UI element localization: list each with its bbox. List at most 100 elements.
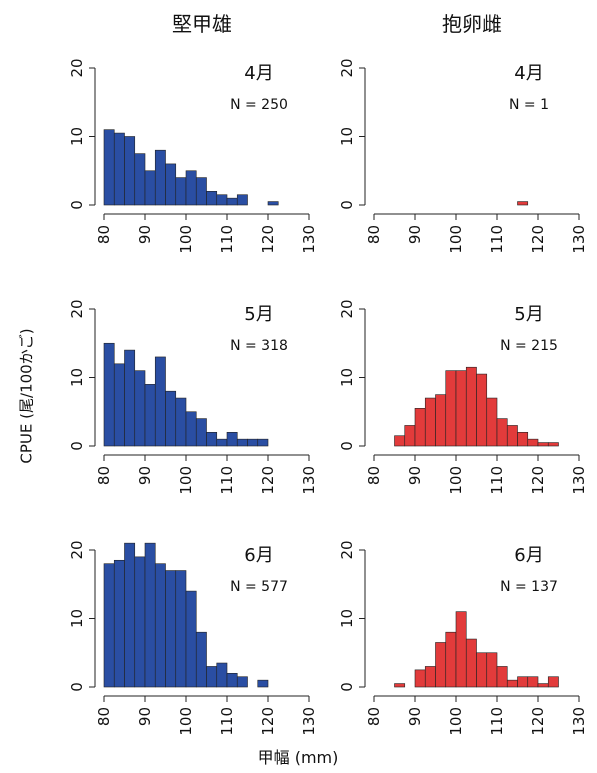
histogram-bar (216, 438, 228, 447)
histogram-bar (465, 366, 477, 447)
y-tick-label: 0 (68, 200, 86, 210)
x-tick-label: 110 (488, 707, 506, 736)
x-tick-label: 90 (406, 466, 424, 485)
histogram-bar (394, 683, 406, 688)
histogram-bar (226, 197, 238, 206)
histogram-bar (496, 418, 508, 447)
month-label: 4月 (514, 63, 543, 84)
x-tick-label: 90 (136, 466, 154, 485)
histogram-bar (414, 408, 426, 447)
x-tick-label: 130 (570, 466, 588, 495)
histogram-bar (236, 438, 248, 447)
histogram-bar (216, 194, 228, 206)
histogram-bar (424, 397, 436, 447)
histogram-bar (394, 435, 406, 447)
histogram-bar (486, 652, 498, 688)
panel-5-ovigerous-female: 80 90 100 110 120 130 0 10 20 5月 N = 215 (338, 299, 588, 494)
histogram-bar (144, 542, 156, 688)
histogram-bar (476, 373, 488, 447)
x-tick-label: 90 (406, 225, 424, 244)
histogram-bar (267, 201, 279, 206)
x-tick-label: 110 (488, 466, 506, 495)
panel-6-ovigerous-female: 80 90 100 110 120 130 0 10 20 6月 N = 137 (338, 540, 588, 735)
histogram-bar (134, 556, 146, 688)
sample-size-label: N = 137 (500, 579, 558, 595)
histogram-bar (226, 672, 238, 688)
y-tick-label: 20 (338, 58, 356, 77)
sample-size-label: N = 318 (230, 338, 288, 354)
x-tick-label: 130 (300, 707, 318, 736)
x-tick-label: 80 (95, 466, 113, 485)
month-label: 5月 (514, 304, 543, 325)
histogram-bar (445, 370, 457, 447)
histogram-bar (195, 418, 207, 447)
x-tick-label: 110 (218, 225, 236, 254)
histogram-bar (465, 638, 477, 688)
x-tick-label: 100 (177, 225, 195, 254)
month-label: 4月 (244, 63, 273, 84)
histogram-bar (206, 431, 218, 447)
histogram-bar (236, 676, 248, 688)
histogram-bar (476, 652, 488, 688)
histogram-bar (206, 666, 218, 688)
panel-6-hard-male: 80 90 100 110 120 130 0 10 20 6月 N = 577 (68, 540, 318, 735)
histogram-bar (185, 590, 197, 688)
histogram-bar (144, 170, 156, 206)
histogram-bar (175, 177, 187, 206)
panel-4-hard-male: 80 90 100 110 120 130 0 10 20 4月 N = 250 (68, 58, 318, 253)
x-tick-label: 130 (300, 466, 318, 495)
histogram-bar (517, 676, 529, 688)
sample-size-label: N = 1 (509, 97, 549, 113)
x-tick-label: 90 (136, 707, 154, 726)
y-tick-label: 0 (68, 682, 86, 692)
histogram-bar (103, 563, 115, 688)
x-tick-label: 120 (259, 225, 277, 254)
histogram-bar (134, 370, 146, 447)
histogram-bar (414, 669, 426, 688)
histogram-bar (404, 425, 416, 447)
x-tick-label: 120 (529, 225, 547, 254)
histogram-bar (537, 442, 549, 447)
histogram-bar (144, 384, 156, 447)
histogram-bar (445, 631, 457, 688)
x-tick-label: 100 (447, 466, 465, 495)
month-label: 6月 (514, 545, 543, 566)
histogram-bar (154, 149, 166, 206)
histogram-bar (506, 679, 518, 688)
column-title-hard-shell-male: 堅甲雄 (172, 12, 232, 36)
x-tick-label: 120 (529, 707, 547, 736)
histogram-bar (134, 153, 146, 206)
histogram-bar (517, 431, 529, 447)
histogram-bar (547, 676, 559, 688)
histogram-bar (124, 542, 136, 688)
y-tick-label: 10 (338, 609, 356, 628)
x-tick-label: 80 (95, 707, 113, 726)
x-tick-label: 80 (365, 707, 383, 726)
x-tick-label: 110 (218, 466, 236, 495)
sample-size-label: N = 250 (230, 97, 288, 113)
sample-size-label: N = 577 (230, 579, 288, 595)
histogram-bar (195, 631, 207, 688)
histogram-bar (175, 397, 187, 447)
y-tick-label: 10 (68, 368, 86, 387)
y-tick-label: 20 (338, 540, 356, 559)
histogram-bar (435, 642, 447, 688)
x-tick-label: 100 (177, 466, 195, 495)
histogram-bar (486, 397, 498, 447)
histogram-bar (103, 129, 115, 206)
histogram-bar (216, 662, 228, 688)
x-tick-label: 80 (365, 225, 383, 244)
histogram-bar (527, 438, 539, 447)
x-tick-label: 80 (95, 225, 113, 244)
histogram-bar (165, 570, 177, 688)
y-tick-label: 10 (68, 609, 86, 628)
x-tick-label: 100 (447, 707, 465, 736)
month-label: 6月 (244, 545, 273, 566)
histogram-bar (517, 201, 529, 206)
x-tick-label: 120 (529, 466, 547, 495)
x-tick-label: 120 (259, 707, 277, 736)
x-tick-label: 110 (488, 225, 506, 254)
x-tick-label: 120 (259, 466, 277, 495)
histogram-bar (175, 570, 187, 688)
histogram-bar (247, 438, 259, 447)
